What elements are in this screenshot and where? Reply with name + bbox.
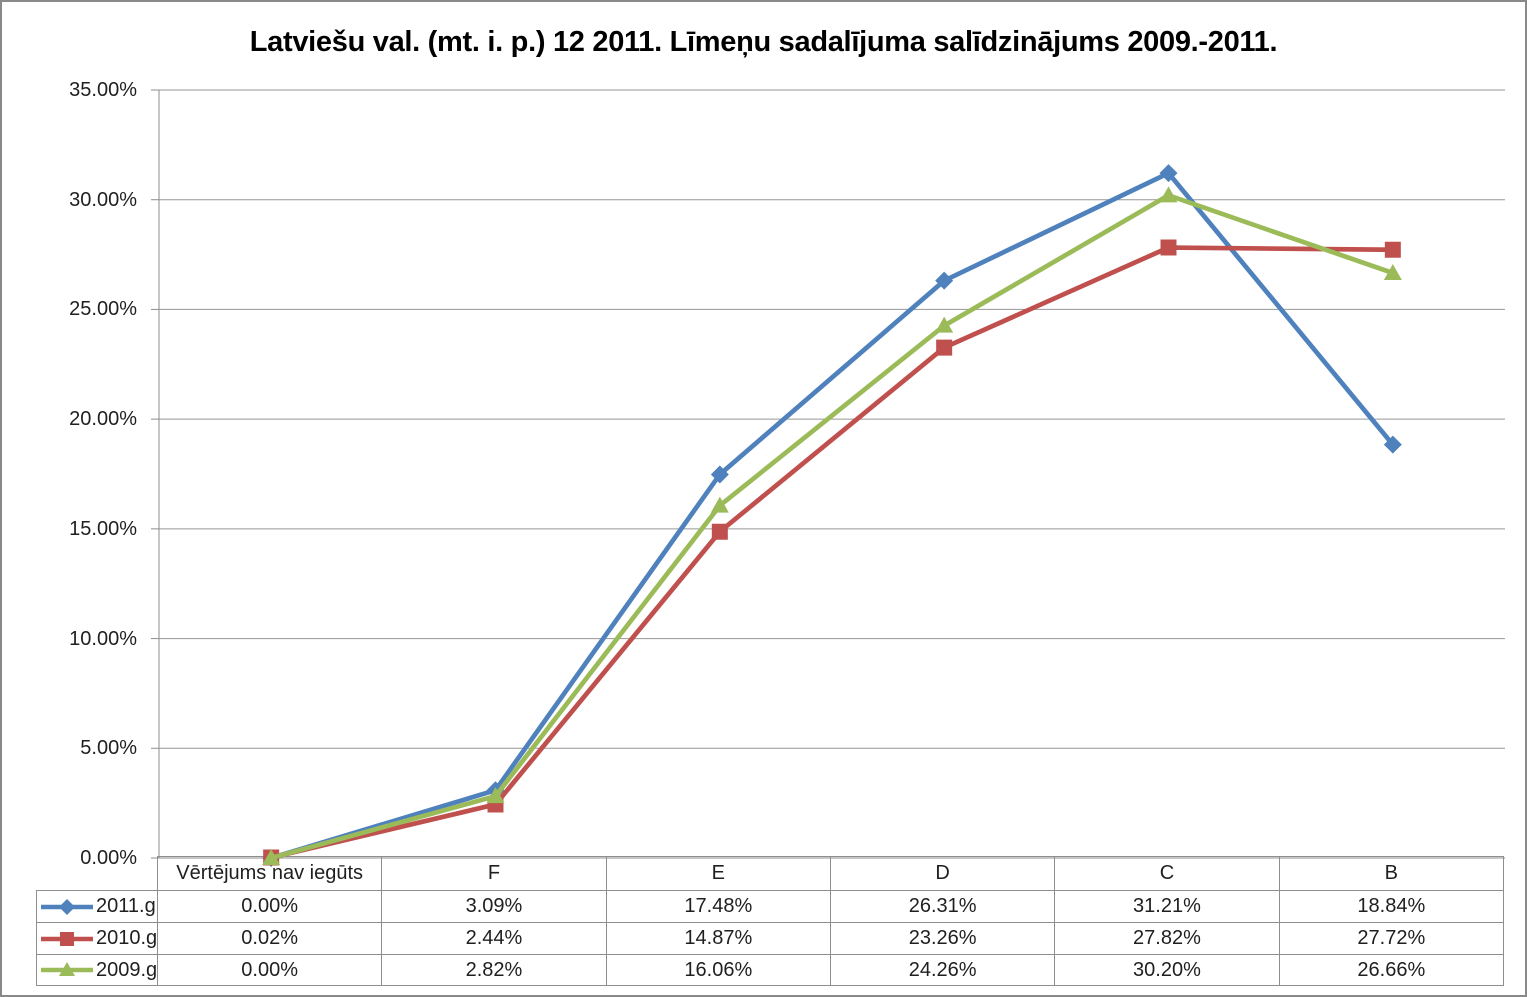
data-table: Vērtējums nav iegūts F E D C B 2011.g. 0.00% 3.0… [36,856,1505,986]
y-axis-label: 30.00% [69,188,137,211]
y-axis-label: 10.00% [69,627,137,650]
y-axis-label: 20.00% [69,408,137,431]
table-value-cell: 26.66% [1278,954,1505,986]
data-point-marker-2010g [1160,239,1177,256]
legend-key-triangle-icon [41,962,93,976]
series-line-2010g [268,245,1396,860]
legend-label: 2011.g. [96,895,158,917]
table-value-cell: 0.00% [156,890,383,923]
table-row: 2010.g. 0.02% 2.44% 14.87% 23.26% 27.82% 27.72… [36,922,1505,955]
data-point-marker-2011g [1383,435,1402,454]
category-header-cell: B [1278,856,1505,891]
y-axis-label: 15.00% [69,517,137,540]
table-value-cell: 30.20% [1054,954,1280,986]
category-header-cell: F [381,856,607,891]
category-header-cell: C [1054,856,1280,891]
data-point-marker-2010g [936,339,953,356]
chart-title: Latviešu val. (mt. i. p.) 12 2011. Līmeņ… [249,26,1278,58]
data-point-marker-2009g [1383,264,1402,281]
legend-cell: 2011.g. [36,890,158,923]
category-header-cell: E [605,856,831,891]
data-point-marker-2009g [262,849,281,865]
y-axis-label: 25.00% [69,298,137,321]
table-value-cell: 24.26% [829,954,1056,986]
category-header-cell: D [829,856,1056,891]
table-value-cell: 17.48% [605,890,831,923]
table-value-cell: 23.26% [829,922,1056,955]
data-point-marker-2009g [486,787,505,804]
series-line-2009g [268,192,1396,861]
table-value-cell: 18.84% [1278,890,1505,923]
table-value-cell: 0.00% [156,954,383,986]
data-point-marker-2009g [710,496,729,513]
series-line-2011g [268,170,1396,861]
y-axis-label: 0.00% [80,847,137,869]
data-point-marker-2010g [1384,241,1401,258]
table-value-cell: 27.72% [1278,922,1505,955]
table-row: 2009.g. 0.00% 2.82% 16.06% 24.26% 30.20% 26.66… [36,954,1505,986]
legend-label: 2010.g. [96,927,158,949]
data-point-marker-2011g [710,465,729,484]
y-axis-label: 5.00% [80,737,137,760]
table-value-cell: 27.82% [1054,922,1280,955]
data-point-marker-2009g [1159,186,1178,203]
table-value-cell: 2.82% [381,954,607,986]
data-point-marker-2010g [711,523,728,540]
data-point-marker-2011g [935,271,954,290]
legend-key-diamond-icon [41,898,93,915]
data-point-marker-2011g [1159,164,1178,183]
legend-key-square-icon [41,931,93,946]
legend-cell: 2010.g. [36,922,158,955]
legend-label: 2009.g. [96,958,158,981]
data-point-marker-2009g [935,316,954,333]
y-axis-label: 35.00% [69,79,137,101]
